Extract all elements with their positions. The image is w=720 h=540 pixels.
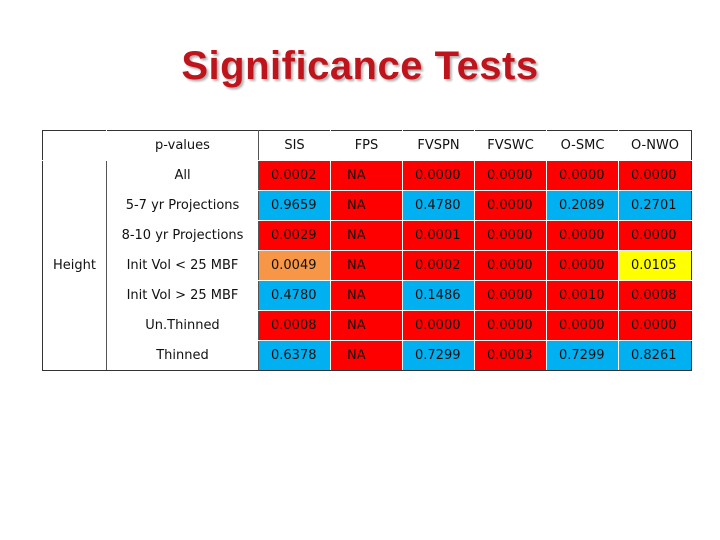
row-label: Thinned: [106, 340, 259, 371]
column-header-fps: FPS: [330, 130, 403, 161]
p-value-cell: NA: [330, 190, 403, 221]
p-value-cell: 0.1486: [402, 280, 475, 311]
p-value-cell: 0.0000: [474, 160, 547, 191]
p-value-cell: 0.2701: [618, 190, 692, 221]
p-value-cell: 0.9659: [258, 190, 331, 221]
table-row: Thinned 0.6378 NA 0.7299 0.0003 0.7299 0.8261: [43, 340, 692, 371]
row-label: Init Vol < 25 MBF: [106, 250, 259, 281]
group-label-height: Height: [42, 160, 107, 371]
column-header-fvswc: FVSWC: [474, 130, 547, 161]
p-value-cell: 0.0000: [474, 310, 547, 341]
p-value-cell: 0.6378: [258, 340, 331, 371]
p-value-cell: 0.2089: [546, 190, 619, 221]
row-label: Init Vol > 25 MBF: [106, 280, 259, 311]
p-value-cell: 0.0000: [546, 250, 619, 281]
p-value-cell: 0.7299: [402, 340, 475, 371]
row-label: 8-10 yr Projections: [106, 220, 259, 251]
p-value-cell: 0.0000: [546, 220, 619, 251]
p-value-cell: 0.0000: [474, 190, 547, 221]
p-value-cell: 0.0029: [258, 220, 331, 251]
p-value-cell: 0.4780: [258, 280, 331, 311]
table-row: Height All 0.0002 NA 0.0000 0.0000 0.0000 0.000…: [42, 160, 692, 371]
table-row: 8-10 yr Projections 0.0029 NA 0.0001 0.0000 0…: [43, 220, 692, 251]
column-header-o-nwo: O-NWO: [618, 130, 692, 161]
p-value-cell: 0.0000: [546, 160, 619, 191]
p-value-cell: 0.0000: [474, 280, 547, 311]
p-value-cell: NA: [330, 310, 403, 341]
table-row: Init Vol < 25 MBF 0.0049 NA 0.0002 0.0000 0.0…: [43, 250, 692, 281]
p-value-cell: 0.0000: [618, 310, 692, 341]
column-header-sis: SIS: [258, 130, 331, 161]
p-value-cell: NA: [330, 220, 403, 251]
row-label: 5-7 yr Projections: [106, 190, 259, 221]
p-value-cell: 0.0003: [474, 340, 547, 371]
p-value-cell: 0.0000: [546, 310, 619, 341]
p-value-cell: 0.0000: [618, 160, 692, 191]
corner-label: p-values: [106, 130, 259, 161]
p-value-cell: 0.0000: [402, 160, 475, 191]
p-value-cell: 0.0010: [546, 280, 619, 311]
p-value-cell: 0.0008: [258, 310, 331, 341]
p-value-cell: NA: [330, 250, 403, 281]
significance-table: p-values SIS FPS FVSPN FVSWC O-SMC O-NWO…: [42, 130, 692, 371]
column-header-o-smc: O-SMC: [546, 130, 619, 161]
p-value-cell: 0.0000: [618, 220, 692, 251]
p-value-cell: NA: [330, 160, 403, 191]
row-label: Un.Thinned: [106, 310, 259, 341]
table-row: Un.Thinned 0.0008 NA 0.0000 0.0000 0.0000 0.00…: [43, 310, 692, 341]
p-value-cell: 0.0105: [618, 250, 692, 281]
p-value-cell: 0.8261: [618, 340, 692, 371]
table-row: Init Vol > 25 MBF 0.4780 NA 0.1486 0.0000 0.0…: [43, 280, 692, 311]
p-value-cell: NA: [330, 340, 403, 371]
column-header-fvspn: FVSPN: [402, 130, 475, 161]
p-value-cell: 0.0000: [474, 220, 547, 251]
p-value-cell: 0.0000: [402, 310, 475, 341]
p-value-cell: 0.0049: [258, 250, 331, 281]
p-value-cell: 0.0000: [474, 250, 547, 281]
p-value-cell: 0.0008: [618, 280, 692, 311]
slide-title: Significance Tests: [181, 44, 539, 88]
p-value-cell: 0.7299: [546, 340, 619, 371]
header-row: p-values SIS FPS FVSPN FVSWC O-SMC O-NWO: [42, 130, 692, 161]
p-value-cell: NA: [330, 280, 403, 311]
p-value-cell: 0.0002: [402, 250, 475, 281]
p-value-cell: 0.4780: [402, 190, 475, 221]
p-value-cell: 0.0002: [258, 160, 331, 191]
p-value-cell: 0.0001: [402, 220, 475, 251]
table-row: 5-7 yr Projections 0.9659 NA 0.4780 0.0000 0.…: [43, 190, 692, 221]
row-label: All: [106, 160, 259, 191]
empty-corner: [42, 130, 107, 161]
